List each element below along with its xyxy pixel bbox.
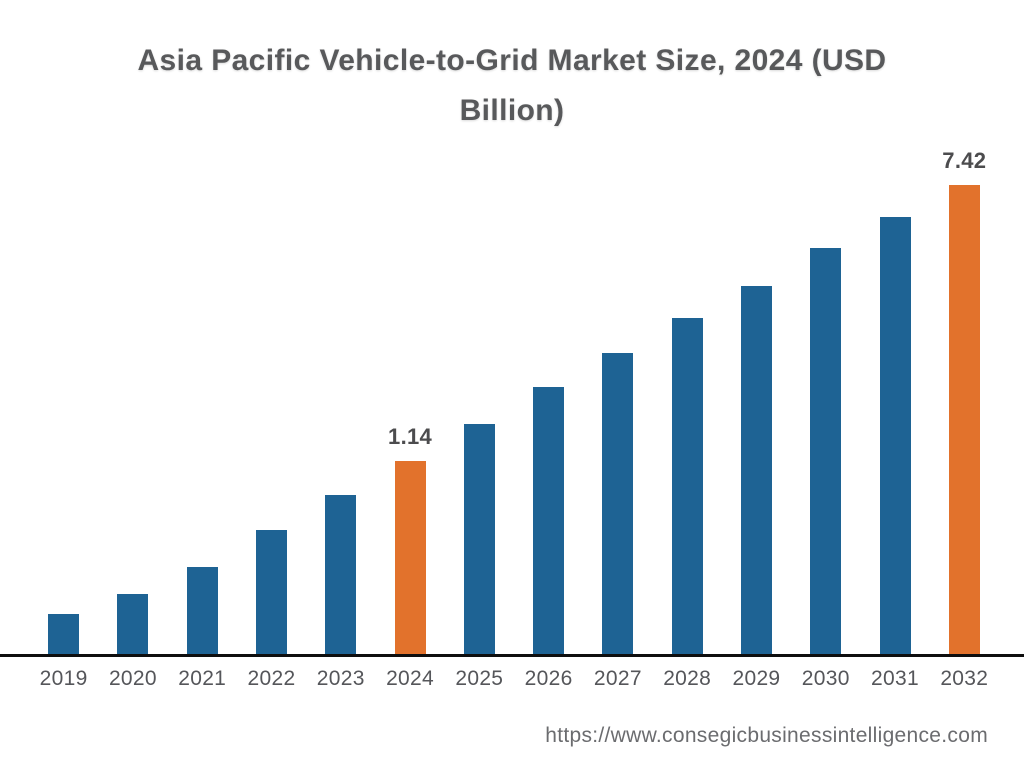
bar-2025: [463, 424, 495, 655]
x-axis-label-2028: 2028: [663, 667, 712, 690]
bar-2022: [255, 530, 287, 655]
x-axis-label-2023: 2023: [316, 667, 365, 690]
bar-2026: [533, 387, 565, 655]
bar-column-2022: [237, 148, 306, 655]
x-axis-label-2027: 2027: [593, 667, 642, 690]
bar-2024: [394, 461, 426, 655]
x-axis-label-2024: 2024: [386, 667, 434, 690]
bar-2032: [948, 185, 980, 655]
bar-2019: [48, 614, 80, 655]
bar-column-2021: [168, 148, 237, 655]
bar-column-2031: [860, 148, 929, 655]
bar-column-2029: [722, 148, 791, 655]
bar-column-2027: [583, 148, 652, 655]
bar-2030: [810, 248, 842, 655]
bar-2028: [671, 318, 703, 655]
x-axis-label-2026: 2026: [524, 667, 573, 690]
bar-column-2024: 1.14: [375, 148, 444, 655]
chart-title: Asia Pacific Vehicle-to-Grid Market Size…: [0, 36, 1024, 136]
x-axis-label-2020: 2020: [108, 667, 157, 690]
bar-2023: [325, 495, 357, 655]
bar-column-2019: [29, 148, 98, 655]
x-axis-label-2022: 2022: [247, 667, 296, 690]
x-axis-label-2030: 2030: [801, 667, 850, 690]
chart-title-line2: Billion): [459, 94, 565, 127]
x-axis-label-2032: 2032: [940, 667, 989, 690]
bar-value-label-2024: 1.14: [388, 424, 433, 449]
bar-2027: [602, 353, 634, 655]
bar-column-2020: [98, 148, 167, 655]
bar-column-2025: [445, 148, 514, 655]
bar-value-label-2032: 7.42: [942, 148, 987, 173]
bar-column-2028: [653, 148, 722, 655]
bar-2031: [879, 217, 911, 655]
bar-column-2030: [791, 148, 860, 655]
x-axis-label-2031: 2031: [871, 667, 919, 690]
bar-column-2023: [306, 148, 375, 655]
bar-column-2032: 7.42: [930, 148, 999, 655]
x-axis-label-2025: 2025: [455, 667, 504, 690]
chart-title-line1: Asia Pacific Vehicle-to-Grid Market Size…: [137, 44, 887, 77]
x-axis-label-2019: 2019: [39, 667, 88, 690]
source-url-link[interactable]: https://www.consegicbusinessintelligence…: [545, 724, 988, 747]
x-axis-label-2029: 2029: [732, 667, 781, 690]
bar-2021: [186, 567, 218, 655]
bar-2020: [117, 594, 149, 655]
x-axis-line: [0, 654, 1024, 657]
bar-2029: [740, 286, 772, 655]
x-axis-label-2021: 2021: [178, 667, 227, 690]
bar-column-2026: [514, 148, 583, 655]
bars-row: 1.14 7.42: [29, 148, 999, 655]
x-axis-labels: 2019 2020 2021 2022 2023 2024 2025 2026 2027 2028…: [29, 667, 999, 691]
